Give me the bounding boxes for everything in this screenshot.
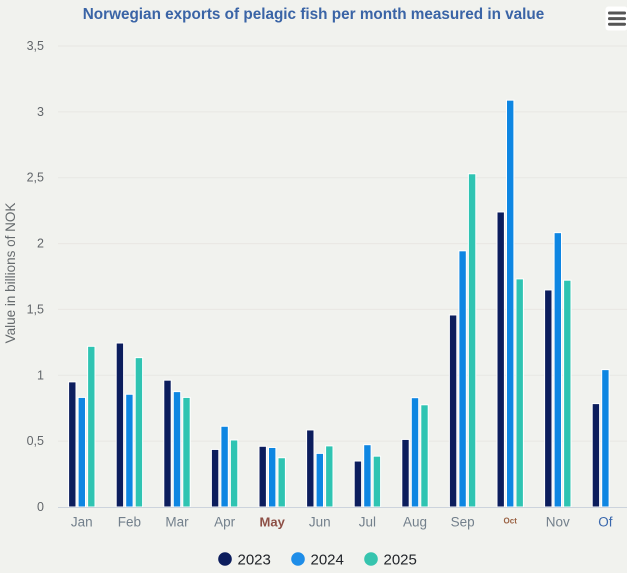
svg-text:Sep: Sep xyxy=(451,515,475,530)
svg-text:Feb: Feb xyxy=(118,515,141,530)
svg-text:3,5: 3,5 xyxy=(27,39,44,53)
svg-text:Of: Of xyxy=(598,515,613,530)
svg-text:2: 2 xyxy=(37,237,44,251)
svg-text:Value in billions of NOK: Value in billions of NOK xyxy=(3,203,18,344)
svg-text:Nov: Nov xyxy=(546,515,570,530)
svg-text:Oct: Oct xyxy=(504,517,518,526)
svg-text:Jun: Jun xyxy=(309,515,331,530)
svg-text:Norwegian exports of pelagic f: Norwegian exports of pelagic fish per mo… xyxy=(83,6,545,23)
svg-text:1,5: 1,5 xyxy=(27,302,44,316)
svg-text:2024: 2024 xyxy=(311,552,344,569)
svg-text:Mar: Mar xyxy=(165,515,189,530)
svg-text:2023: 2023 xyxy=(238,552,271,569)
svg-text:Apr: Apr xyxy=(214,515,236,530)
svg-text:0: 0 xyxy=(37,500,44,514)
svg-text:Jul: Jul xyxy=(359,515,376,530)
svg-text:0,5: 0,5 xyxy=(27,434,44,448)
svg-text:May: May xyxy=(260,515,286,530)
svg-text:2,5: 2,5 xyxy=(27,171,44,185)
svg-text:1: 1 xyxy=(37,368,44,382)
svg-text:Aug: Aug xyxy=(403,515,427,530)
svg-text:Jan: Jan xyxy=(71,515,93,530)
svg-text:3: 3 xyxy=(37,105,44,119)
svg-text:2025: 2025 xyxy=(384,552,417,569)
